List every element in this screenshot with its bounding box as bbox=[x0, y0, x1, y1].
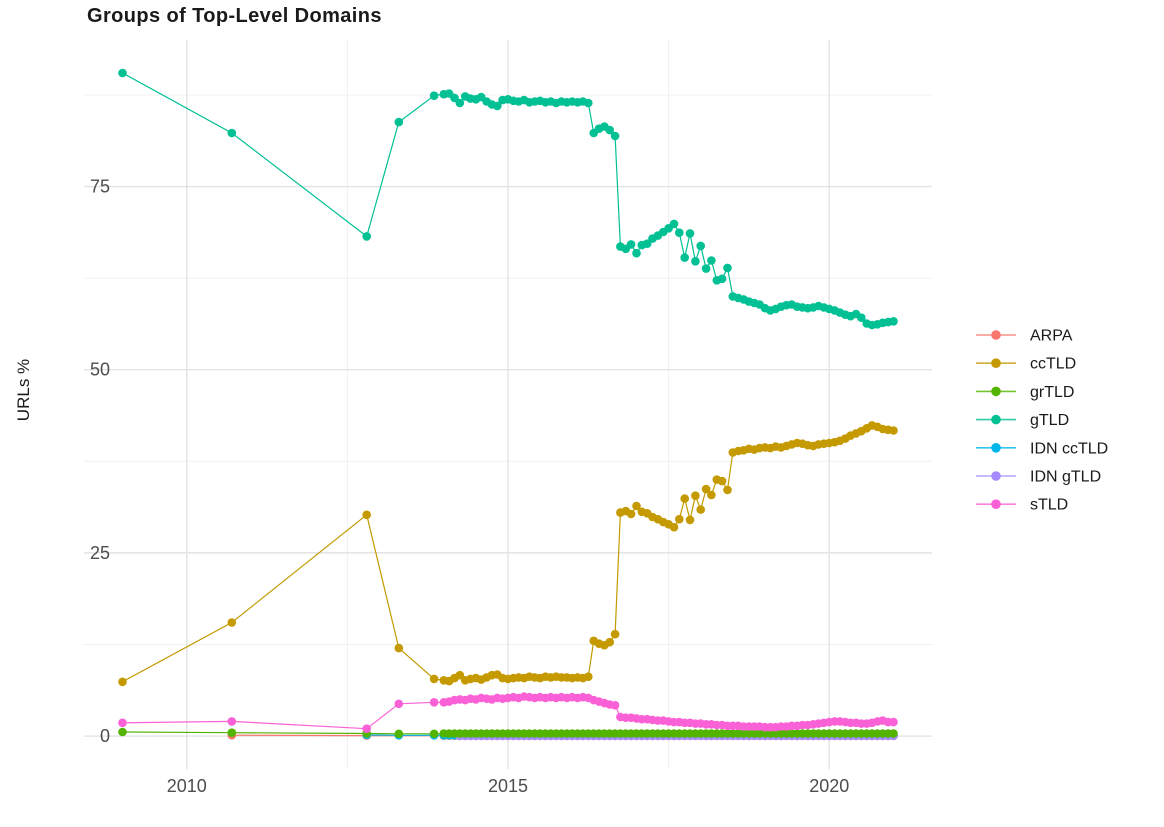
data-point bbox=[429, 729, 439, 739]
series-cctld bbox=[118, 421, 898, 687]
data-point bbox=[584, 672, 593, 681]
data-point bbox=[889, 717, 898, 727]
y-tick-label: 50 bbox=[90, 360, 110, 380]
data-point bbox=[362, 510, 372, 520]
data-point bbox=[450, 93, 459, 103]
data-point bbox=[696, 505, 705, 514]
data-point bbox=[691, 491, 700, 501]
data-point bbox=[669, 219, 679, 229]
data-point bbox=[626, 509, 636, 519]
chart-title: Groups of Top-Level Domains bbox=[87, 5, 382, 27]
data-point bbox=[394, 643, 404, 653]
series-gtld bbox=[118, 68, 898, 330]
data-point bbox=[429, 91, 439, 100]
legend-item-stld: sTLD bbox=[976, 497, 1068, 514]
legend-key-icon bbox=[991, 499, 1001, 510]
data-point bbox=[675, 514, 684, 524]
legend-label: sTLD bbox=[1030, 497, 1068, 514]
legend: ARPA ccTLD grTLD gTLD IDN ccTLD IDN gTLD sTLD bbox=[976, 328, 1108, 514]
legend-key-icon bbox=[991, 330, 1001, 340]
data-point bbox=[227, 128, 237, 138]
data-point bbox=[362, 232, 372, 241]
gridlines-major bbox=[84, 40, 932, 769]
data-point bbox=[227, 717, 237, 726]
data-point bbox=[889, 729, 898, 738]
data-point bbox=[429, 674, 439, 684]
legend-label: IDN gTLD bbox=[1030, 469, 1101, 486]
data-point bbox=[394, 729, 404, 739]
data-point bbox=[717, 476, 727, 486]
legend-label: gTLD bbox=[1030, 412, 1069, 429]
data-point bbox=[691, 257, 700, 266]
data-point bbox=[642, 239, 652, 248]
data-point bbox=[455, 98, 465, 108]
data-point bbox=[680, 253, 689, 262]
data-point bbox=[118, 718, 127, 728]
x-tick-label: 2020 bbox=[809, 776, 849, 796]
data-point bbox=[118, 677, 127, 687]
legend-key-icon bbox=[991, 443, 1001, 453]
data-point bbox=[701, 264, 711, 273]
legend-key-icon bbox=[991, 414, 1001, 425]
legend-item-idn-gtld: IDN gTLD bbox=[976, 469, 1101, 486]
legend-item-grtld: grTLD bbox=[976, 384, 1074, 401]
data-point bbox=[685, 515, 695, 525]
legend-label: grTLD bbox=[1030, 384, 1074, 401]
data-point bbox=[394, 117, 404, 127]
data-point bbox=[610, 131, 620, 141]
data-point bbox=[605, 637, 614, 647]
legend-item-cctld: ccTLD bbox=[976, 356, 1076, 373]
legend-key-icon bbox=[991, 358, 1001, 369]
axis-tick-labels: 2010 2015 2020 0 25 50 75 bbox=[90, 177, 849, 796]
data-point bbox=[227, 728, 237, 737]
data-point bbox=[394, 699, 404, 709]
data-point bbox=[610, 629, 620, 639]
data-point bbox=[605, 125, 614, 135]
data-point bbox=[610, 701, 620, 710]
data-point bbox=[680, 494, 689, 503]
data-point bbox=[707, 490, 716, 500]
legend-item-arpa: ARPA bbox=[976, 328, 1073, 345]
data-point bbox=[584, 98, 593, 108]
data-point bbox=[889, 317, 898, 326]
series-grtld bbox=[118, 727, 898, 739]
legend-item-idn-cctld: IDN ccTLD bbox=[976, 440, 1108, 457]
data-point bbox=[632, 248, 641, 258]
data-point bbox=[675, 228, 684, 237]
data-point bbox=[857, 313, 866, 323]
data-point bbox=[669, 522, 679, 532]
data-point bbox=[723, 263, 732, 273]
legend-key-icon bbox=[991, 386, 1001, 397]
data-point bbox=[685, 229, 695, 238]
data-point bbox=[118, 68, 127, 78]
legend-label: ARPA bbox=[1030, 328, 1073, 345]
data-point bbox=[717, 274, 727, 284]
data-point bbox=[707, 256, 716, 265]
x-tick-label: 2015 bbox=[488, 776, 528, 796]
data-point bbox=[429, 698, 439, 707]
data-point bbox=[701, 484, 711, 494]
y-tick-label: 0 bbox=[100, 726, 110, 746]
y-tick-label: 25 bbox=[90, 543, 110, 563]
legend-label: ccTLD bbox=[1030, 356, 1076, 373]
data-point bbox=[723, 485, 732, 495]
data-point bbox=[227, 618, 237, 627]
data-point bbox=[493, 101, 502, 111]
x-tick-label: 2010 bbox=[167, 776, 207, 796]
data-point bbox=[889, 426, 898, 435]
data-point bbox=[455, 670, 465, 680]
series-stld bbox=[118, 692, 898, 733]
legend-key-icon bbox=[991, 471, 1001, 481]
data-point bbox=[118, 727, 127, 737]
data-point bbox=[626, 240, 636, 249]
y-tick-label: 75 bbox=[90, 177, 110, 197]
y-axis-title: URLs % bbox=[14, 358, 33, 422]
data-point bbox=[362, 724, 372, 733]
legend-label: IDN ccTLD bbox=[1030, 440, 1108, 457]
data-point bbox=[632, 501, 641, 511]
legend-item-gtld: gTLD bbox=[976, 412, 1069, 429]
data-point bbox=[696, 241, 705, 251]
